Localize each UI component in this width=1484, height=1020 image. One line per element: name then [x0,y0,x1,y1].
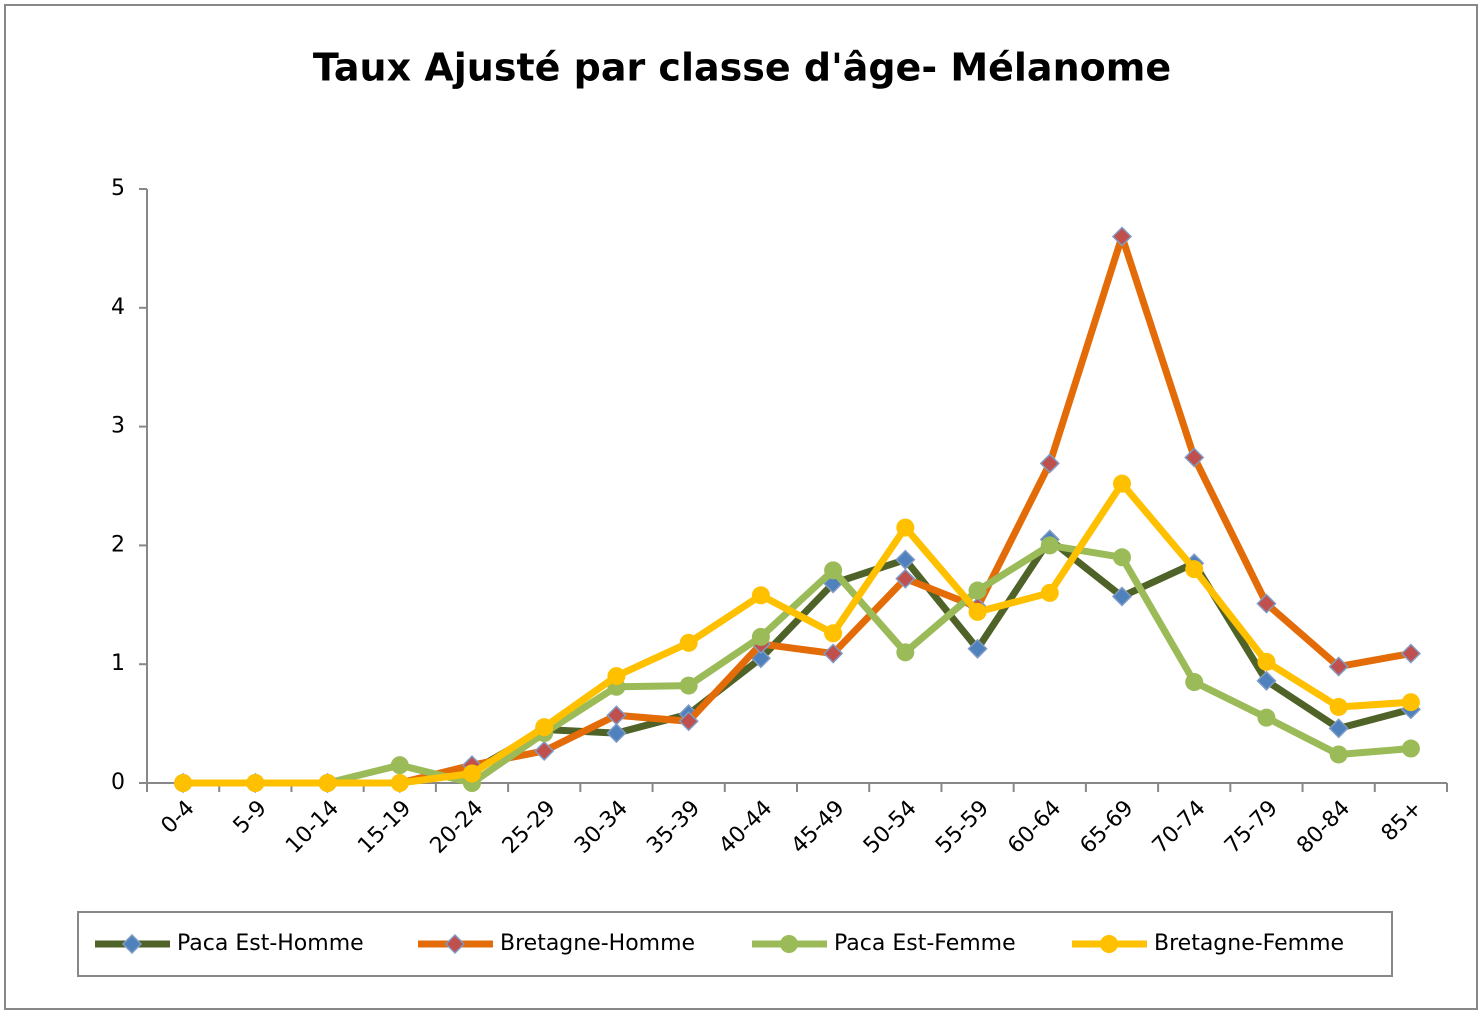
data-point [968,581,987,600]
legend-marker [444,933,466,955]
data-point [607,667,626,686]
data-point [174,774,193,792]
data-point [1257,652,1276,671]
chart-frame [4,4,1478,1010]
series-line [183,480,1412,787]
data-point [534,740,555,761]
data-point [895,568,916,589]
data-point [535,718,554,737]
data-point [824,561,843,580]
data-point [390,774,409,792]
y-tick-label: 4 [111,295,125,320]
data-point [1040,536,1059,555]
data-point [968,602,987,621]
legend-marker [780,935,798,953]
data-point [606,723,627,744]
data-point [1329,697,1348,716]
data-point [1039,453,1060,474]
data-point [678,711,699,732]
data-point [1256,670,1277,691]
data-point [1401,739,1420,758]
data-point [318,774,337,792]
data-point [1184,447,1205,468]
legend-marker [121,933,143,955]
data-point [1328,718,1349,739]
data-point [679,633,698,652]
data-point [1111,586,1133,607]
data-point [1329,745,1348,764]
y-tick-label: 5 [111,176,125,201]
data-point [751,627,770,646]
series-line [183,541,1412,787]
y-tick-label: 1 [111,651,125,676]
data-point [1185,673,1204,692]
legend-label: Bretagne-Homme [500,931,695,956]
data-point [967,638,988,659]
data-point [606,705,627,726]
data-point [246,774,265,792]
data-point [896,518,915,537]
legend-box [77,911,1393,977]
data-point [1401,693,1420,712]
data-point [1111,226,1133,247]
data-point [824,624,843,643]
data-point [1040,583,1059,602]
legend-label: Paca Est-Homme [177,931,364,956]
data-point [1257,708,1276,727]
data-point [1328,656,1349,677]
data-point [463,764,481,783]
data-point [1400,643,1421,664]
legend-label: Paca Est-Femme [834,931,1016,956]
data-point [390,756,409,775]
data-point [1185,560,1204,579]
y-tick-label: 2 [111,532,125,557]
data-point [679,676,698,695]
legend-marker [1100,935,1118,953]
data-point [1113,548,1131,567]
y-tick-label: 0 [111,770,125,795]
data-point [823,643,844,664]
chart-title: Taux Ajusté par classe d'âge- Mélanome [313,46,1171,90]
legend-label: Bretagne-Femme [1154,931,1344,956]
data-point [1256,593,1277,614]
y-tick-label: 3 [111,414,125,439]
data-point [896,643,915,662]
data-point [751,586,770,605]
data-point [1113,474,1131,493]
